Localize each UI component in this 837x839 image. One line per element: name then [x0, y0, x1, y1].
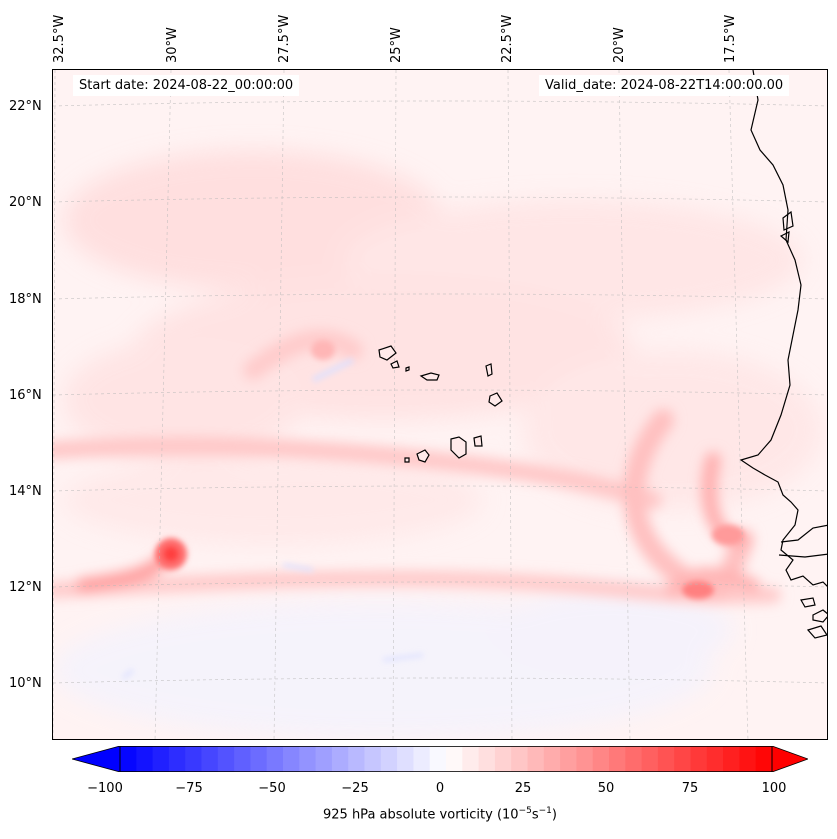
lon-label-32-5w: 32.5°W: [52, 14, 67, 63]
colorbar-bin: [331, 746, 349, 772]
colorbar-bin: [592, 746, 610, 772]
valid-date-label: Valid_date: 2024-08-22T14:00:00.00: [539, 75, 790, 96]
graticule: [53, 70, 827, 739]
colorbar-tick-75: 75: [681, 781, 699, 796]
colorbar-bin: [527, 746, 545, 772]
colorbar-tick-0: 0: [435, 781, 445, 796]
colorbar-bin: [217, 746, 235, 772]
colorbar-bin: [674, 746, 692, 772]
cape-verde-islands: [378, 345, 503, 463]
colorbar-bin: [266, 746, 284, 772]
colorbar-bin: [690, 746, 708, 772]
lon-label-17-5w: 17.5°W: [723, 14, 738, 63]
colorbar: [72, 746, 808, 772]
colorbar-bin: [380, 746, 398, 772]
vortex-cores: [155, 340, 744, 599]
lon-label-25w: 25°W: [389, 27, 404, 63]
colorbar-bin: [576, 746, 594, 772]
colorbar-bin: [299, 746, 317, 772]
coastline-africa: [739, 70, 827, 639]
map-panel: [52, 69, 828, 740]
colorbar-tick-minus-100: −100: [87, 781, 123, 796]
lon-label-22-5w: 22.5°W: [500, 14, 515, 63]
colorbar-bin: [397, 746, 414, 772]
colorbar-bin: [250, 746, 268, 772]
lon-label-30w: 30°W: [165, 27, 180, 63]
colorbar-bin: [283, 746, 300, 772]
colorbar-bin: [478, 746, 496, 772]
lat-label-12n: 12°N: [9, 580, 42, 595]
colorbar-bin: [723, 746, 740, 772]
positive-vorticity-broad: [63, 150, 823, 545]
colorbar-bin: [657, 746, 675, 772]
colorbar-bin: [462, 746, 480, 772]
negative-vorticity-streaks: [121, 357, 424, 680]
colorbar-bins: [120, 746, 773, 772]
colorbar-tick-25: 25: [514, 781, 532, 796]
colorbar-tick-100: 100: [761, 781, 787, 796]
colorbar-bin: [446, 746, 463, 772]
colorbar-tick-minus-50: −50: [258, 781, 286, 796]
lat-label-16n: 16°N: [9, 388, 42, 403]
colorbar-bin: [315, 746, 333, 772]
colorbar-tick-minus-25: −25: [341, 781, 369, 796]
colorbar-bin: [706, 746, 724, 772]
colorbar-bin: [364, 746, 382, 772]
colorbar-bin: [152, 746, 170, 772]
lat-label-14n: 14°N: [9, 484, 42, 499]
colorbar-outline: [119, 746, 773, 772]
lat-label-10n: 10°N: [9, 676, 42, 691]
lon-label-27-5w: 27.5°W: [277, 14, 292, 63]
lon-label-20w: 20°W: [612, 27, 627, 63]
colorbar-bin: [201, 746, 219, 772]
colorbar-bin: [168, 746, 186, 772]
colorbar-extend-min: [72, 746, 121, 772]
colorbar-bin: [136, 746, 154, 772]
negative-vorticity-areas: [53, 590, 733, 739]
lat-label-20n: 20°N: [9, 195, 42, 210]
colorbar-tick-50: 50: [597, 781, 615, 796]
colorbar-bin: [543, 746, 561, 772]
colorbar-bin: [494, 746, 512, 772]
vorticity-map: [53, 70, 827, 739]
colorbar-bin: [641, 746, 659, 772]
colorbar-bin: [609, 746, 626, 772]
colorbar-bin: [755, 746, 773, 772]
colorbar-bin: [739, 746, 757, 772]
start-date-label: Start date: 2024-08-22_00:00:00: [73, 75, 300, 96]
colorbar-bin: [429, 746, 447, 772]
colorbar-bin: [560, 746, 577, 772]
colorbar-bin: [185, 746, 203, 772]
colorbar-bin: [413, 746, 431, 772]
lat-label-22n: 22°N: [9, 99, 42, 114]
colorbar-tick-minus-75: −75: [175, 781, 203, 796]
colorbar-bin: [511, 746, 529, 772]
colorbar-bin: [625, 746, 643, 772]
colorbar-title: 925 hPa absolute vorticity (10−5s−1): [323, 806, 557, 823]
colorbar-bin: [234, 746, 251, 772]
lat-label-18n: 18°N: [9, 292, 42, 307]
colorbar-extend-max: [771, 746, 808, 772]
colorbar-bin: [120, 746, 137, 772]
colorbar-bin: [348, 746, 366, 772]
